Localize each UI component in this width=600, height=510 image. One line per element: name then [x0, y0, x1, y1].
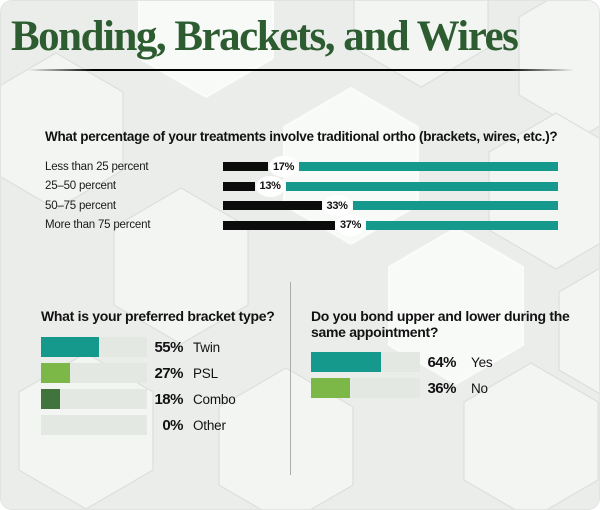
table-row: 0% Other — [41, 415, 290, 435]
bar-value-badge: 37% — [335, 214, 366, 236]
bond-question-line2: same appointment? — [311, 324, 439, 340]
table-row: 27% PSL — [41, 363, 290, 383]
bar-track — [41, 337, 147, 357]
bar-value: 18% — [154, 390, 183, 408]
bar-value-badge: 17% — [268, 156, 299, 178]
table-row: More than 75 percent 37% — [45, 214, 599, 236]
bar-category: PSL — [193, 365, 218, 381]
table-row: 64% Yes — [311, 352, 599, 372]
bar-teal-segment — [352, 201, 558, 211]
row-bar: 17% — [223, 156, 558, 178]
row-label: 25–50 percent — [45, 180, 116, 193]
bar-teal-segment — [366, 220, 558, 230]
bar-black-segment — [223, 181, 255, 191]
bar-fill — [311, 352, 381, 372]
table-row: 18% Combo — [41, 389, 290, 409]
bar-teal-segment — [299, 162, 558, 172]
bar-black-segment — [223, 220, 335, 230]
row-bar: 33% — [223, 195, 558, 217]
bond-question-line1: Do you bond upper and lower during the — [311, 308, 570, 324]
row-bar: 37% — [223, 214, 558, 236]
bar-track — [41, 415, 147, 435]
bar-fill — [41, 363, 70, 383]
bar-black-segment — [223, 201, 322, 211]
bond-rows: 64% Yes 36% No — [311, 352, 599, 398]
bracket-type-rows: 55% Twin 27% PSL 18% — [41, 337, 290, 435]
table-row: 50–75 percent 33% — [45, 195, 599, 217]
table-row: Less than 25 percent 17% — [45, 156, 599, 178]
page-title: Bonding, Brackets, and Wires — [11, 13, 519, 60]
bar-value: 55% — [154, 338, 183, 356]
bar-fill — [41, 337, 100, 357]
traditional-ortho-chart: What percentage of your treatments invol… — [45, 129, 599, 236]
bar-value: 0% — [162, 416, 183, 434]
bar-category: Twin — [193, 339, 220, 355]
bar-value: 36% — [427, 379, 456, 397]
bar-black-segment — [223, 162, 268, 172]
bond-upper-lower-chart: Do you bond upper and lower during the s… — [291, 282, 599, 475]
bar-fill — [41, 389, 61, 409]
table-row: 55% Twin — [41, 337, 290, 357]
bar-category: Yes — [471, 354, 493, 370]
bar-value-badge: 13% — [255, 175, 285, 197]
bar-track — [311, 352, 420, 372]
row-bar: 13% — [223, 175, 558, 197]
row-label: More than 75 percent — [45, 219, 151, 232]
row-label: 50–75 percent — [45, 199, 116, 212]
bar-value: 27% — [154, 364, 183, 382]
bar-fill — [311, 378, 351, 398]
bracket-type-question: What is your preferred bracket type? — [41, 308, 275, 324]
table-row: 25–50 percent 13% — [45, 175, 599, 197]
title-underline — [28, 69, 574, 71]
bar-teal-segment — [285, 181, 558, 191]
bar-track — [311, 378, 420, 398]
bracket-type-chart: What is your preferred bracket type? 55%… — [1, 282, 291, 475]
traditional-ortho-question: What percentage of your treatments invol… — [45, 129, 558, 144]
bar-category: Combo — [193, 391, 236, 407]
row-label: Less than 25 percent — [45, 160, 149, 173]
bar-value: 64% — [427, 353, 456, 371]
traditional-ortho-rows: Less than 25 percent 17% 25–50 percent 1… — [45, 156, 599, 236]
bar-category: No — [471, 380, 488, 396]
bar-track — [41, 363, 147, 383]
table-row: 36% No — [311, 378, 599, 398]
bar-track — [41, 389, 147, 409]
bar-value-badge: 33% — [322, 195, 352, 217]
bar-category: Other — [193, 417, 226, 433]
bottom-section: What is your preferred bracket type? 55%… — [1, 282, 599, 475]
